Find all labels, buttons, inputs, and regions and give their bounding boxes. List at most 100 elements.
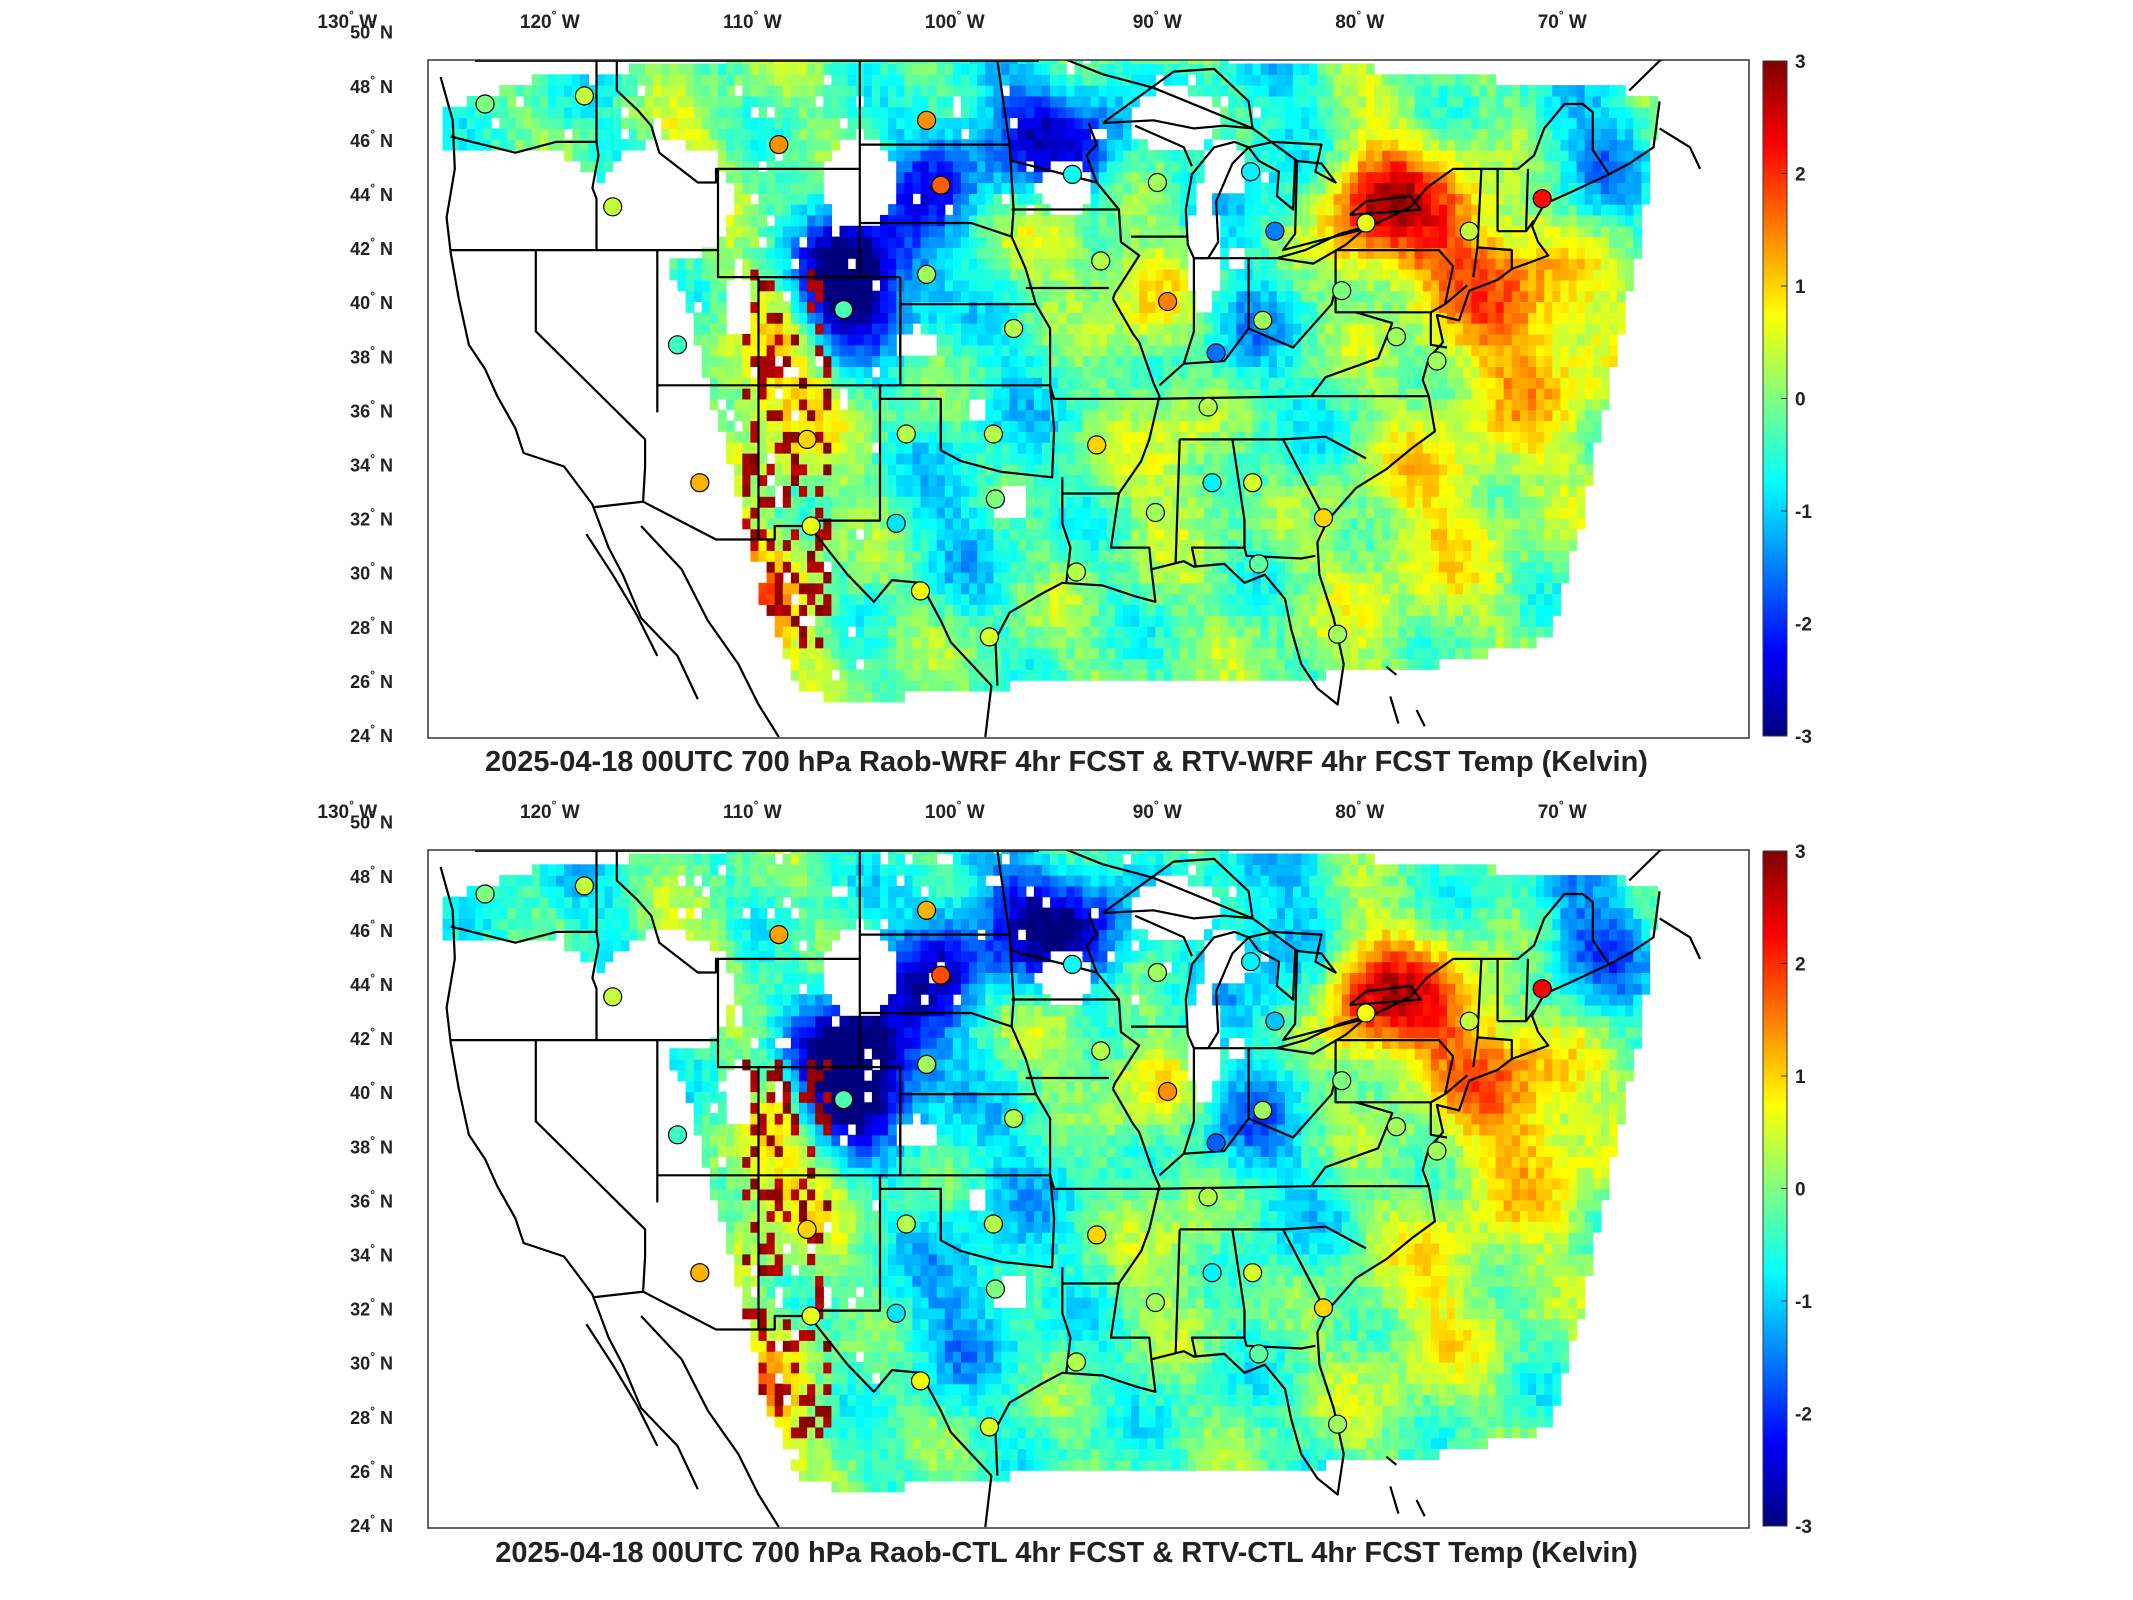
raob-station-marker — [1265, 221, 1285, 241]
latitude-label: 50° N — [350, 809, 393, 833]
longitude-label: 90° W — [1133, 8, 1182, 33]
raob-station-marker — [1332, 1071, 1352, 1091]
bottom-map-title: 2025-04-18 00UTC 700 hPa Raob-CTL 4hr FC… — [495, 1537, 1638, 1569]
latitude-label: 24° N — [350, 722, 393, 746]
latitude-label: 30° N — [350, 1350, 393, 1374]
raob-stations — [475, 876, 1552, 1437]
latitude-label: 28° N — [350, 614, 393, 638]
raob-station-marker — [1147, 172, 1168, 193]
latitude-label: 36° N — [350, 1187, 393, 1211]
colorbar-tick-label: 0 — [1795, 390, 1806, 411]
raob-station-marker — [690, 473, 710, 493]
colorbar-tick-label: 1 — [1795, 1067, 1806, 1088]
latitude-label: 38° N — [350, 343, 393, 367]
raob-station-marker — [1386, 327, 1407, 347]
latitude-label: 40° N — [350, 1079, 393, 1103]
raob-station-marker — [801, 1306, 821, 1326]
raob-station-marker — [1003, 1108, 1024, 1129]
raob-station-marker — [1157, 291, 1178, 312]
colorbar-tick-label: 2 — [1795, 165, 1806, 186]
colorbar-tick-label: -3 — [1795, 727, 1812, 748]
longitude-label: 120° W — [520, 8, 580, 33]
raob-station-marker — [1091, 1041, 1111, 1061]
raob-station-marker — [1202, 1263, 1222, 1283]
raob-station-marker — [983, 1214, 1004, 1234]
raob-station-marker — [931, 175, 951, 195]
longitude-label: 80° W — [1335, 798, 1384, 823]
raob-station-marker — [1206, 343, 1226, 363]
latitude-label: 38° N — [350, 1133, 393, 1157]
raob-station-marker — [1327, 1414, 1348, 1434]
raob-station-marker — [667, 1125, 688, 1145]
latitude-label: 36° N — [350, 397, 393, 421]
latitude-label: 42° N — [350, 235, 393, 259]
raob-station-marker — [769, 135, 789, 155]
latitude-label: 46° N — [350, 127, 393, 151]
longitude-label: 110° W — [723, 8, 782, 33]
raob-station-marker — [1062, 954, 1083, 974]
raob-station-marker — [1427, 351, 1447, 371]
state-and-coast-boundaries — [439, 60, 1702, 738]
raob-station-marker — [1003, 318, 1024, 339]
longitude-label: 70° W — [1538, 798, 1587, 823]
raob-station-marker — [1313, 1298, 1334, 1318]
raob-station-marker — [801, 516, 821, 536]
raob-station-marker — [979, 627, 1000, 647]
raob-station-marker — [1242, 1263, 1263, 1283]
longitude-label: 70° W — [1538, 8, 1587, 33]
raob-station-marker — [1459, 1011, 1479, 1031]
colorbar-tick-label: -3 — [1795, 1517, 1812, 1538]
latitude-label: 34° N — [350, 1242, 393, 1266]
raob-station-marker — [1062, 164, 1083, 184]
latitude-label: 40° N — [350, 289, 393, 313]
longitude-label: 80° W — [1335, 8, 1384, 33]
latitude-label: 30° N — [350, 560, 393, 584]
latitude-label: 26° N — [350, 668, 393, 692]
raob-station-marker — [1386, 1117, 1407, 1137]
state-and-coast-boundaries — [439, 850, 1702, 1528]
raob-station-marker — [1532, 189, 1552, 209]
latitude-label: 26° N — [350, 1458, 393, 1482]
colorbar-tick-label: -1 — [1795, 502, 1812, 523]
longitude-label: 120° W — [520, 798, 580, 823]
latitude-label: 44° N — [350, 181, 393, 205]
latitude-label: 46° N — [350, 917, 393, 941]
colorbar-tick-label: 0 — [1795, 1180, 1806, 1201]
raob-station-marker — [797, 1219, 817, 1239]
raob-station-marker — [475, 94, 495, 114]
raob-station-marker — [931, 965, 951, 985]
raob-station-marker — [1091, 251, 1111, 271]
raob-station-marker — [1253, 310, 1273, 330]
temperature-difference-field — [442, 850, 1659, 1493]
top-map-figure: 130° W 120° W 110° W 100° W 90° W 80° W 70° W 5… — [317, 8, 1812, 748]
raob-station-marker — [1202, 473, 1222, 493]
longitude-label: 130° W — [317, 798, 377, 823]
raob-station-marker — [1249, 554, 1269, 574]
raob-station-marker — [1206, 1133, 1226, 1153]
latitude-label: 50° N — [350, 19, 393, 43]
raob-station-marker — [896, 424, 916, 444]
raob-station-marker — [603, 987, 623, 1007]
raob-station-marker — [1066, 562, 1087, 582]
raob-station-marker — [886, 513, 906, 533]
raob-station-marker — [603, 197, 623, 217]
latitude-label: 32° N — [350, 506, 393, 530]
map-frame — [427, 849, 1750, 1529]
raob-station-marker — [1147, 962, 1168, 983]
raob-station-marker — [1532, 979, 1552, 999]
longitude-label: 100° W — [925, 798, 985, 823]
raob-station-marker — [833, 300, 854, 320]
colorbar-tick-label: -2 — [1795, 615, 1812, 636]
latitude-label: 48° N — [350, 73, 393, 97]
raob-station-marker — [833, 1090, 854, 1110]
raob-station-marker — [916, 900, 937, 920]
top-map-title: 2025-04-18 00UTC 700 hPa Raob-WRF 4hr FC… — [485, 746, 1648, 778]
raob-station-marker — [979, 1417, 1000, 1437]
raob-station-marker — [910, 581, 931, 601]
raob-station-marker — [1427, 1141, 1447, 1161]
latitude-label: 44° N — [350, 971, 393, 995]
raob-station-marker — [916, 264, 937, 284]
colorbar-tick-label: 3 — [1795, 52, 1806, 73]
colorbar-tick-label: -2 — [1795, 1405, 1812, 1426]
raob-station-marker — [797, 429, 817, 449]
